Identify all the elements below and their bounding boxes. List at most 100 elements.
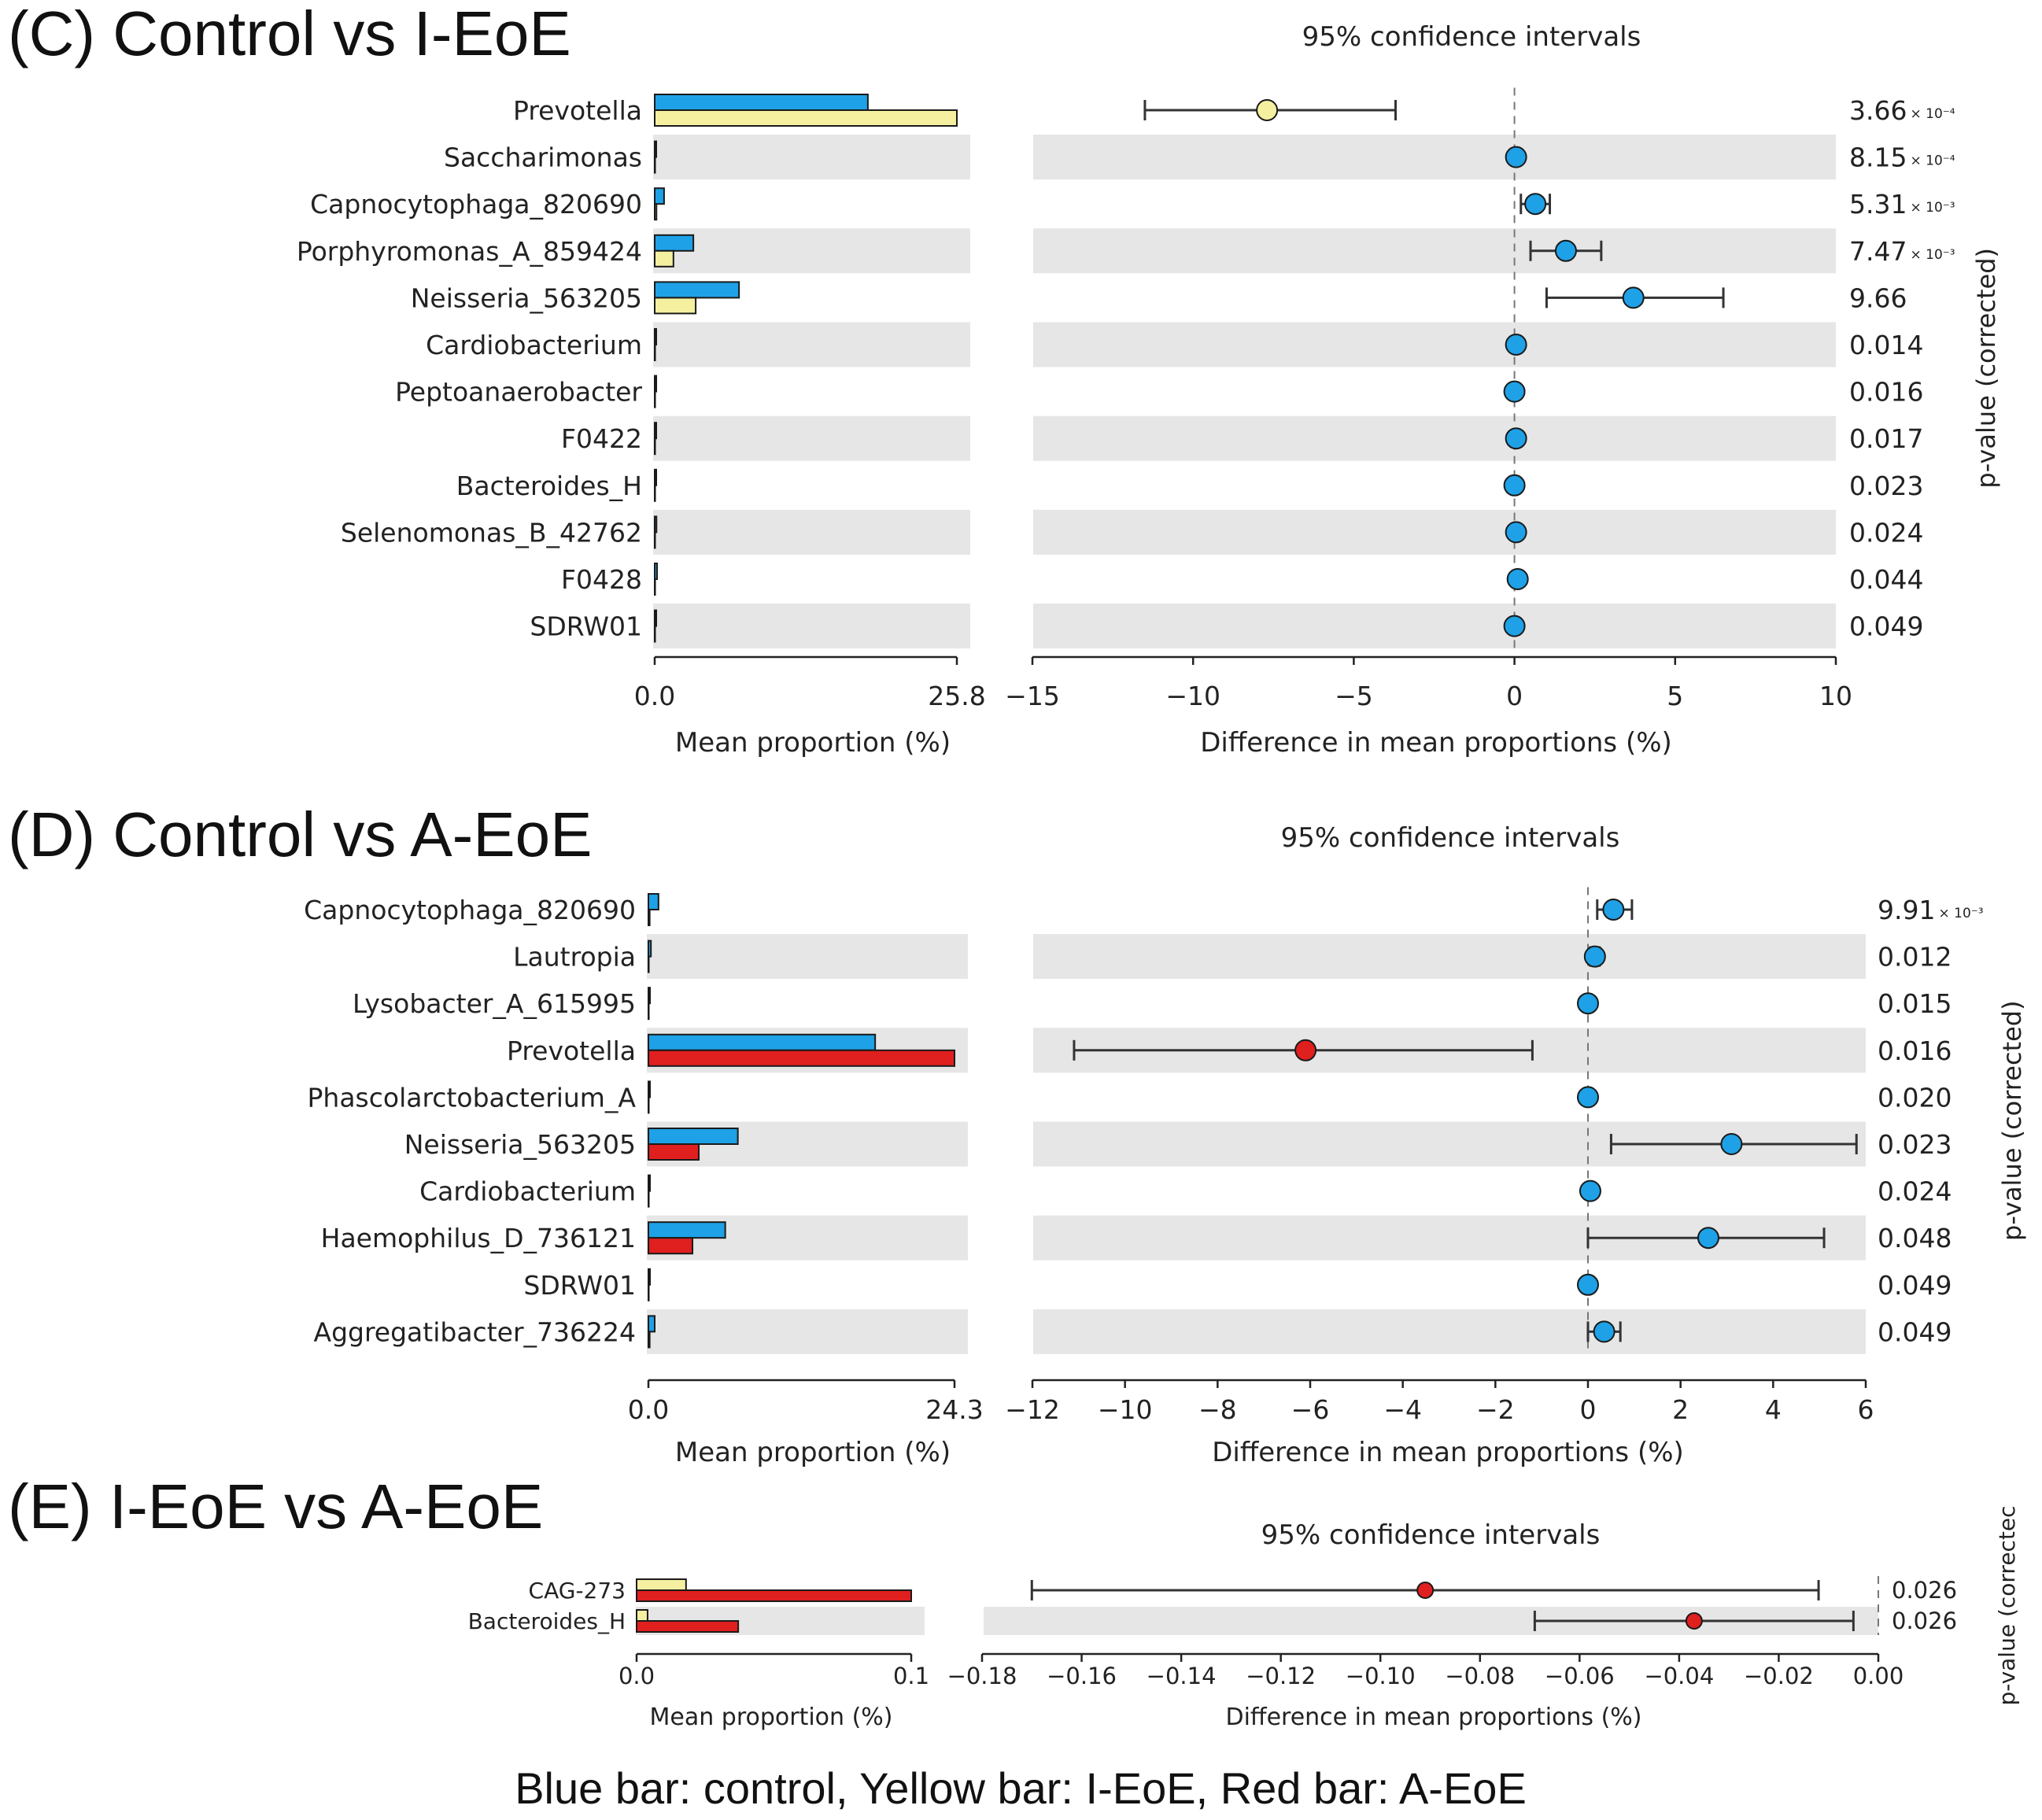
ci-axis-tick-label: −4 — [1383, 1394, 1422, 1425]
diff-point — [1720, 1133, 1743, 1155]
p-value-mantissa: 0.049 — [1878, 1316, 1952, 1347]
ci-title: 95% confidence intervals — [1261, 1519, 1601, 1551]
diff-point — [1524, 193, 1547, 216]
legend-caption: Blue bar: control, Yellow bar: I-EoE, Re… — [515, 1763, 1527, 1813]
taxon-label: Aggregatibacter_736224 — [314, 1316, 637, 1347]
bar-control — [654, 281, 740, 299]
bar-a-eoe — [648, 1096, 650, 1114]
ci-axis-title: Difference in mean proportions (%) — [1212, 1437, 1684, 1468]
ci-axis-tick-label: −8 — [1198, 1394, 1237, 1425]
p-value: 0.024 — [1849, 517, 1923, 548]
bar-a-eoe — [648, 955, 650, 973]
p-value-mantissa: 7.47 — [1849, 236, 1907, 267]
diff-point — [1256, 99, 1279, 121]
row-band-left — [647, 1309, 968, 1354]
taxon-label: Peptoanaerobacter — [395, 377, 642, 408]
taxon-label: Capnocytophaga_820690 — [304, 895, 636, 925]
bar-a-eoe — [648, 1190, 650, 1208]
diff-point — [1505, 334, 1527, 356]
taxon-label: Neisseria_563205 — [404, 1129, 636, 1160]
p-value: 0.049 — [1878, 1270, 1952, 1301]
p-value-mantissa: 0.016 — [1878, 1036, 1952, 1066]
ci-axis-tick-label: 4 — [1765, 1394, 1782, 1425]
diff-point — [1577, 1086, 1599, 1109]
taxon-label: Cardiobacterium — [426, 330, 642, 360]
bar-control — [654, 468, 657, 486]
p-value-mantissa: 0.024 — [1849, 517, 1923, 548]
p-value-exponent: × 10⁻³ — [1938, 906, 1983, 921]
p-value: 0.026 — [1892, 1577, 1957, 1604]
bar-i-eoe — [654, 203, 658, 221]
taxon-label: Bacteroides_H — [468, 1608, 626, 1634]
diff-point — [1503, 380, 1526, 403]
taxon-label: Capnocytophaga_820690 — [310, 189, 642, 220]
row-band-left — [653, 415, 970, 461]
diff-point — [1602, 899, 1625, 921]
p-value: 9.91 × 10⁻³ — [1878, 895, 1984, 925]
bar-a-eoe — [648, 1143, 700, 1161]
p-value-mantissa: 3.66 — [1849, 95, 1907, 126]
row-band-left — [653, 228, 970, 274]
row-band-left — [647, 934, 968, 980]
ci-axis-tick-label: −0.04 — [1644, 1663, 1714, 1689]
bar-i-eoe — [636, 1578, 687, 1591]
ci-axis-tick-label: −2 — [1476, 1394, 1515, 1425]
p-value-axis-title: p-value (corrected) — [1997, 1000, 2027, 1241]
diff-point — [1579, 1179, 1601, 1202]
bar-a-eoe — [648, 1049, 955, 1067]
p-value-mantissa: 9.91 — [1878, 895, 1935, 925]
p-value: 0.024 — [1878, 1176, 1952, 1207]
taxon-label: Cardiobacterium — [419, 1176, 636, 1207]
diff-point — [1593, 1320, 1616, 1343]
bar-control — [654, 140, 657, 158]
taxon-label: Prevotella — [513, 95, 642, 126]
ci-axis-tick-label: 0 — [1506, 681, 1523, 711]
left-axis-title: Mean proportion (%) — [650, 1704, 893, 1731]
taxon-label: Neisseria_563205 — [411, 282, 642, 313]
ci-axis-tick-label: −15 — [1005, 681, 1060, 711]
ci-axis-tick-label: −6 — [1291, 1394, 1330, 1425]
bar-control — [654, 187, 665, 205]
row-band-right — [1033, 322, 1836, 367]
left-axis-tick-label: 24.3 — [925, 1394, 983, 1425]
bar-a-eoe — [648, 1331, 651, 1349]
p-value-mantissa: 0.023 — [1878, 1129, 1952, 1160]
panel-e: (E) I-EoE vs A-EoE 95% confidence interva… — [8, 1471, 2020, 1731]
p-value-exponent: × 10⁻⁴ — [1910, 153, 1955, 169]
bar-control — [648, 987, 651, 1005]
ci-axis-tick-label: −5 — [1335, 681, 1373, 711]
panel-c: (C) Control vs I-EoE 95% confidence inter… — [8, 0, 2001, 759]
taxon-label: SDRW01 — [530, 611, 642, 642]
ci-axis-tick-label: −10 — [1165, 681, 1220, 711]
ci-axis-tick-label: −0.02 — [1744, 1663, 1814, 1689]
bar-control — [648, 1128, 739, 1145]
left-axis-tick-label: 0.0 — [619, 1663, 655, 1689]
bar-control — [654, 328, 657, 345]
bar-control — [648, 893, 659, 910]
row-band-right — [1033, 934, 1866, 980]
bar-control — [648, 1080, 651, 1098]
p-value-mantissa: 0.020 — [1878, 1082, 1952, 1113]
p-value-mantissa: 5.31 — [1849, 189, 1907, 220]
left-axis-tick-label: 0.0 — [628, 1394, 669, 1425]
left-axis-tick-label: 0.1 — [893, 1663, 929, 1689]
ci-axis-tick-label: 6 — [1858, 1394, 1874, 1425]
taxon-label: Porphyromonas_A_859424 — [297, 236, 642, 267]
diff-point — [1506, 568, 1529, 590]
taxon-label: Prevotella — [507, 1036, 636, 1066]
ci-axis-tick-label: −0.10 — [1346, 1663, 1416, 1689]
p-value-mantissa: 0.026 — [1892, 1608, 1957, 1634]
taxon-label: Selenomonas_B_42762 — [341, 517, 642, 548]
bar-control — [654, 375, 657, 393]
p-value-mantissa: 0.024 — [1878, 1176, 1952, 1207]
ci-axis-tick-label: −0.06 — [1545, 1663, 1615, 1689]
row-band-left — [653, 135, 970, 180]
bar-a-eoe — [648, 1002, 650, 1021]
ci-axis-title: Difference in mean proportions (%) — [1225, 1704, 1641, 1731]
bar-i-eoe — [654, 297, 697, 315]
row-band-left — [653, 322, 970, 367]
p-value-mantissa: 0.048 — [1878, 1223, 1952, 1253]
p-value-mantissa: 0.017 — [1849, 423, 1923, 454]
row-band-left — [653, 509, 970, 555]
bar-i-eoe — [654, 109, 958, 127]
